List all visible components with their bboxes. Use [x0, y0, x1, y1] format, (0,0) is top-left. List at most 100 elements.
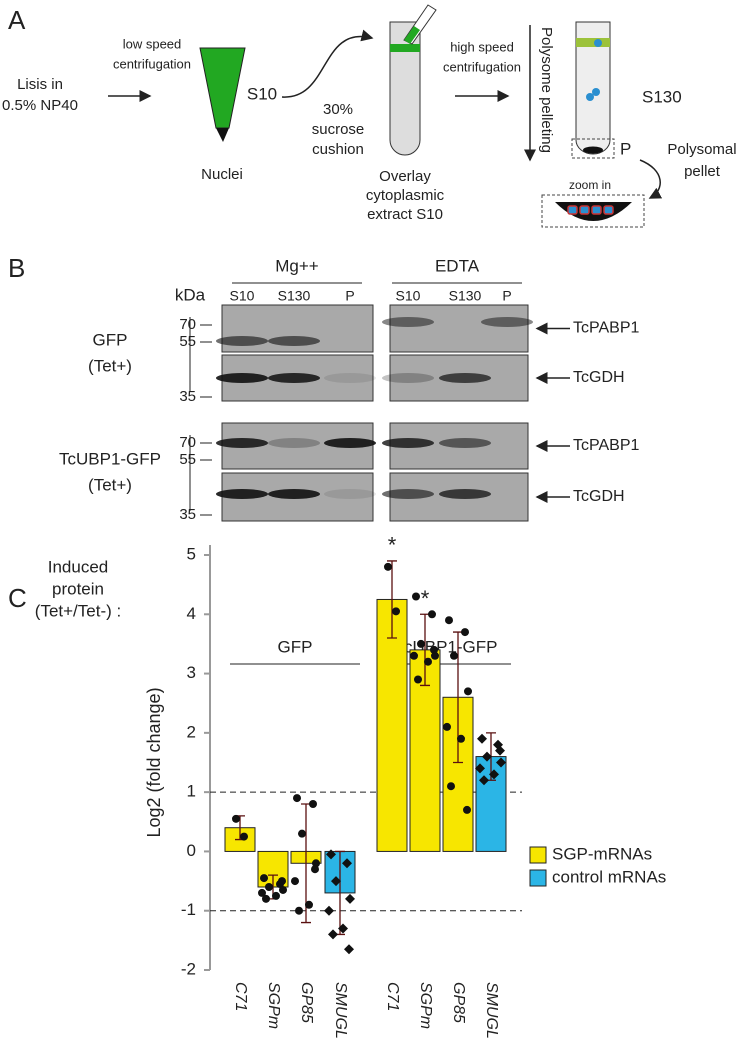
data-point — [463, 805, 471, 814]
text: sucrose — [312, 121, 365, 138]
marker-label: 35 — [179, 388, 196, 405]
data-point — [338, 923, 348, 934]
marker-label: 70 — [179, 316, 196, 333]
panel-c: C Induced protein (Tet+/Tet-) : -2 -1 0 1 2 3 4 5 Lo… — [8, 533, 666, 1039]
data-point — [272, 891, 280, 900]
data-point — [260, 874, 268, 883]
layer — [390, 44, 420, 52]
arrow — [281, 29, 374, 98]
band — [439, 489, 491, 499]
text: Overlay — [379, 168, 431, 185]
text: zoom in — [569, 178, 611, 192]
protein-label: TcGDH — [573, 369, 625, 386]
data-point — [410, 651, 418, 660]
data-point — [309, 800, 317, 808]
y-tick-label: 1 — [187, 782, 196, 801]
data-point — [384, 562, 392, 571]
data-point — [305, 900, 313, 909]
data-point — [331, 876, 341, 887]
data-point — [265, 883, 273, 891]
text: Polysome pelleting — [538, 27, 555, 153]
y-tick-label: -2 — [181, 959, 196, 978]
data-point — [262, 894, 270, 903]
x-tick-label: C71 — [232, 982, 249, 1011]
panel-a: A Lisis in 0.5% NP40 low speed centrifug… — [2, 4, 737, 228]
y-axis-label: Log2 (fold change) — [144, 687, 164, 837]
blot — [389, 304, 529, 353]
marker-label: 55 — [179, 333, 196, 350]
text: centrifugation — [113, 56, 191, 71]
data-point — [258, 888, 266, 897]
protein-label: TcPABP1 — [573, 437, 640, 454]
panel-b: B kDa Mg++ EDTA — [8, 253, 522, 304]
data-point — [489, 769, 499, 780]
lane-label: S10 — [396, 288, 421, 304]
zoom-box — [571, 138, 615, 159]
text: Polysomal — [667, 141, 736, 158]
marker-label: 55 — [179, 451, 196, 468]
band — [324, 489, 376, 499]
y-tick-label: 5 — [187, 544, 196, 563]
tube — [389, 21, 421, 156]
marker-label: 35 — [179, 506, 196, 523]
text: S130 — [642, 87, 682, 106]
band — [216, 373, 268, 383]
data-point — [345, 893, 355, 904]
band — [324, 373, 376, 383]
band — [268, 438, 320, 448]
blot — [389, 354, 529, 402]
x-tick-label: SGPm — [417, 982, 434, 1029]
lane-label: S10 — [230, 288, 255, 304]
bar — [376, 598, 408, 852]
text: cushion — [312, 141, 364, 158]
data-point — [495, 745, 505, 756]
text: P — [620, 139, 631, 158]
text: Lisis in — [17, 76, 63, 93]
data-point — [412, 592, 420, 601]
x-tick-label: SGPm — [265, 982, 282, 1029]
row-label: GFP — [93, 330, 128, 349]
data-point — [464, 687, 472, 696]
data-point — [326, 849, 336, 860]
data-point — [298, 829, 306, 838]
data-point — [443, 722, 451, 731]
text: extract S10 — [367, 206, 443, 223]
row-label: (Tet+) — [88, 475, 132, 494]
protein-label: TcPABP1 — [573, 320, 640, 337]
band — [382, 489, 434, 499]
data-point — [312, 859, 320, 868]
data-point — [447, 782, 455, 791]
particle — [586, 93, 594, 101]
data-point — [450, 651, 458, 660]
lane-label: P — [345, 288, 354, 304]
panel-label: C — [8, 583, 27, 613]
text: 30% — [323, 101, 353, 118]
text: high speed — [450, 39, 514, 54]
data-point — [482, 751, 492, 762]
data-point — [324, 905, 334, 916]
panel-label: B — [8, 253, 25, 283]
data-point — [311, 865, 319, 874]
band — [216, 438, 268, 448]
annotation: * — [421, 586, 430, 611]
data-point — [475, 763, 485, 774]
data-point — [328, 929, 338, 940]
text: Nuclei — [201, 166, 243, 183]
data-point — [392, 607, 400, 616]
legend-swatch — [529, 869, 547, 887]
text: S10 — [247, 84, 277, 103]
legend-label: control mRNAs — [552, 867, 666, 886]
data-point — [496, 757, 506, 768]
text: protein — [52, 579, 104, 598]
data-point — [291, 877, 299, 886]
data-point — [417, 639, 425, 648]
band — [382, 438, 434, 448]
layer — [576, 38, 610, 47]
data-point — [424, 657, 432, 666]
data-point — [445, 616, 453, 625]
annotation: * — [388, 533, 397, 558]
data-point — [461, 628, 469, 637]
text: kDa — [175, 285, 206, 304]
text: low speed — [123, 36, 182, 51]
